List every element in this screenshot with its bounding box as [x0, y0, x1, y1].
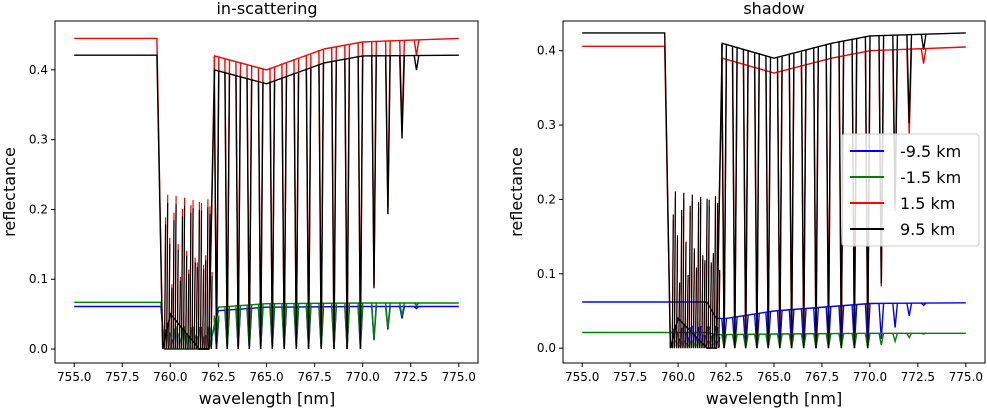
- x-tick-label: 762.5: [201, 370, 235, 384]
- series-band-head: [671, 191, 721, 349]
- legend-label: -9.5 km: [900, 142, 961, 161]
- y-axis-ticks: 0.0 0.1 0.2 0.3 0.4: [29, 63, 55, 356]
- axes-frame: [54, 20, 479, 364]
- x-tick-label: 765.0: [757, 370, 791, 384]
- series-band-head: [164, 202, 213, 350]
- plot-area: [582, 32, 966, 349]
- legend-label: -1.5 km: [900, 168, 961, 187]
- x-tick-label: 772.5: [394, 370, 428, 384]
- x-tick-label: 760.0: [153, 370, 187, 384]
- y-tick-label: 0.4: [29, 63, 48, 77]
- x-tick-label: 767.5: [805, 370, 839, 384]
- chart-title: shadow: [743, 0, 804, 18]
- y-tick-label: 0.0: [29, 342, 48, 356]
- y-tick-label: 0.1: [29, 272, 48, 286]
- x-axis-ticks: 755.0 757.5 760.0 762.5 765.0 767.5 770.0 772.5…: [57, 363, 476, 384]
- y-tick-label: 0.1: [537, 267, 556, 281]
- x-tick-label: 755.0: [565, 370, 599, 384]
- x-tick-label: 757.5: [613, 370, 647, 384]
- x-axis-label: wavelength [nm]: [199, 389, 336, 408]
- legend-label: 1.5 km: [900, 194, 955, 213]
- x-tick-label: 755.0: [57, 370, 91, 384]
- x-tick-label: 770.0: [345, 370, 379, 384]
- x-tick-label: 775.0: [442, 370, 476, 384]
- series-line: [582, 32, 966, 349]
- y-tick-label: 0.2: [29, 202, 48, 216]
- x-tick-label: 757.5: [105, 370, 139, 384]
- y-axis-ticks: 0.0 0.1 0.2 0.3 0.4: [537, 44, 563, 355]
- x-tick-label: 775.0: [949, 370, 983, 384]
- legend-label: 9.5 km: [900, 220, 955, 239]
- y-axis-label: reflectance: [507, 147, 526, 237]
- x-axis-label: wavelength [nm]: [706, 389, 843, 408]
- series-absorption-lines: [213, 55, 420, 350]
- x-tick-label: 770.0: [853, 370, 887, 384]
- series-line: [74, 54, 459, 350]
- y-tick-label: 0.2: [537, 192, 556, 206]
- x-tick-label: 760.0: [661, 370, 695, 384]
- y-tick-label: 0.4: [537, 44, 556, 58]
- panel-in-scattering: in-scattering 755.0 757.5 760.0 762.5 765.0 7…: [0, 0, 479, 408]
- series-absorption-lines: [721, 332, 927, 349]
- x-tick-label: 772.5: [901, 370, 935, 384]
- x-tick-label: 767.5: [297, 370, 331, 384]
- y-tick-label: 0.0: [537, 341, 556, 355]
- plot-area: [74, 37, 459, 350]
- y-tick-label: 0.3: [537, 118, 556, 132]
- y-tick-label: 0.3: [29, 133, 48, 147]
- legend-items: -9.5 km -1.5 km 1.5 km 9.5 km: [850, 142, 961, 239]
- series-absorption-lines: [721, 34, 927, 349]
- x-tick-label: 762.5: [709, 370, 743, 384]
- x-tick-label: 765.0: [249, 370, 283, 384]
- x-axis-ticks: 755.0 757.5 760.0 762.5 765.0 767.5 770.0 772.5…: [565, 363, 983, 384]
- legend-box: [841, 133, 980, 247]
- y-axis-label: reflectance: [0, 147, 19, 237]
- legend: -9.5 km -1.5 km 1.5 km 9.5 km: [841, 133, 980, 247]
- series-absorption-lines: [213, 302, 420, 350]
- panel-shadow: shadow 755.0 757.5 760.0 762.5 765.0 767.5 770…: [507, 0, 986, 408]
- chart-title: in-scattering: [216, 0, 317, 18]
